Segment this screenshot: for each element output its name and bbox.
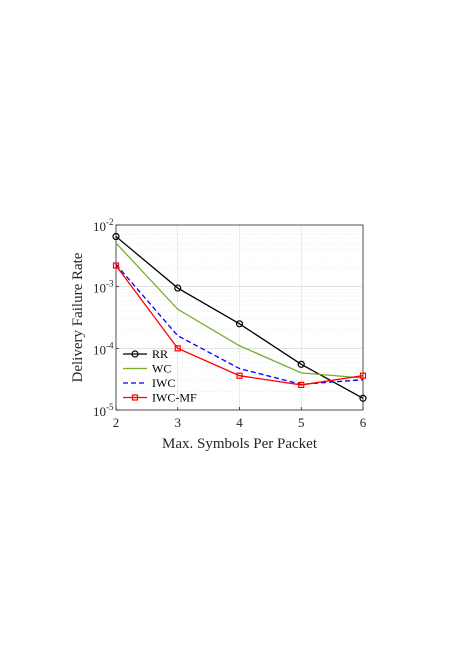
x-tick-label: 4: [236, 415, 243, 430]
x-tick-label: 2: [113, 415, 120, 430]
data-point-iwc-mf: [112, 262, 120, 269]
series-iwc-mf: [112, 262, 367, 389]
series-layer: [112, 232, 367, 402]
x-tick-label: 3: [175, 415, 182, 430]
x-tick-label: 5: [298, 415, 305, 430]
data-point-iwc-mf: [236, 372, 243, 379]
legend-marker-iwc-mf: [131, 394, 139, 401]
series-line-wc: [115, 242, 364, 379]
y-tick-label: 10-5: [93, 402, 114, 419]
y-axis-label: Delivery Failure Rate: [70, 252, 86, 382]
y-tick-label: 10-3: [93, 279, 114, 296]
data-point-rr: [174, 284, 182, 292]
series-wc: [115, 242, 364, 379]
data-point-iwc-mf: [359, 372, 367, 379]
series-iwc: [115, 263, 364, 386]
series-rr: [112, 232, 367, 402]
x-axis-label: Max. Symbols Per Packet: [162, 436, 318, 452]
x-tick-label: 6: [360, 415, 367, 430]
y-tick-label: 10-4: [93, 340, 114, 357]
legend-marker-rr: [131, 350, 139, 358]
data-point-rr: [235, 320, 244, 328]
data-point-rr: [359, 394, 367, 402]
series-line-rr: [115, 236, 364, 399]
legend-label-wc: WC: [152, 362, 171, 376]
data-point-iwc-mf: [174, 345, 181, 352]
data-point-rr: [297, 360, 305, 368]
data-point-iwc-mf: [298, 381, 305, 389]
legend-label-rr: RR: [152, 347, 168, 361]
series-line-iwc-mf: [115, 265, 364, 386]
legend-label-iwc: IWC: [152, 376, 175, 390]
series-line-iwc: [115, 263, 364, 386]
data-point-rr: [112, 232, 120, 241]
y-tick-label: 10-2: [93, 217, 114, 234]
legend-label-iwc-mf: IWC-MF: [152, 391, 197, 405]
